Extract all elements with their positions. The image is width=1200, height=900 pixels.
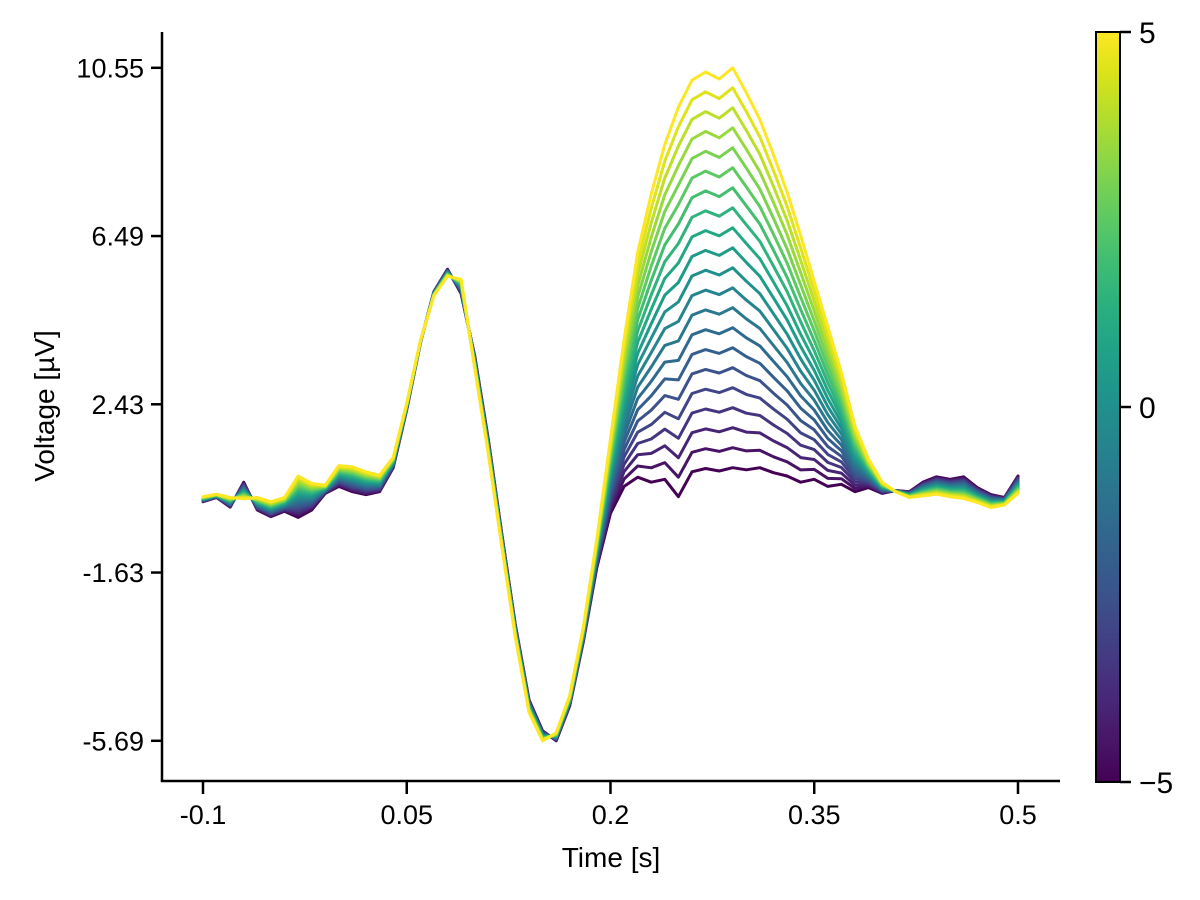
x-tick-label: 0.05 <box>380 800 433 830</box>
x-tick-label: -0.1 <box>180 800 227 830</box>
colorbar-tick-label: −5 <box>1139 767 1173 800</box>
x-tick-label: 0.5 <box>999 800 1037 830</box>
colorbar-tick-label: 5 <box>1139 17 1156 50</box>
y-tick-label: 10.55 <box>76 53 144 83</box>
colorbar <box>1095 31 1121 783</box>
x-axis-title: Time [s] <box>561 842 661 873</box>
y-tick-label: 2.43 <box>91 390 144 420</box>
erp-line-level-4.5 <box>201 86 1020 742</box>
colorbar-tick-label: 0 <box>1139 392 1156 425</box>
y-tick-label: 6.49 <box>91 222 144 252</box>
erp-line-level-1.5 <box>201 206 1020 739</box>
y-tick-label: -5.69 <box>82 726 144 756</box>
erp-line-level-5 <box>201 66 1020 743</box>
erp-line-level--3 <box>201 269 1020 741</box>
erp-line-level-4 <box>201 106 1020 742</box>
x-tick-label: 0.35 <box>788 800 841 830</box>
y-tick-label: -1.63 <box>82 558 144 588</box>
x-tick-label: 0.2 <box>592 800 630 830</box>
y-axis-title: Voltage [µV] <box>29 330 60 482</box>
